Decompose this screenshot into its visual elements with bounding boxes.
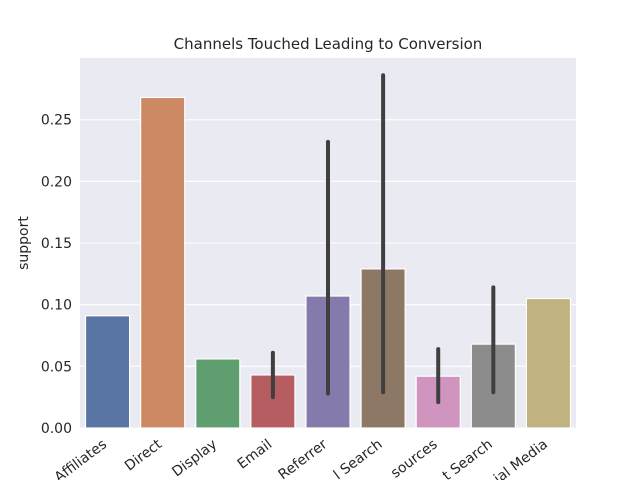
bars — [84, 96, 572, 429]
x-tick-label: l Search — [331, 436, 386, 480]
y-tick-label: 0.00 — [41, 421, 72, 437]
y-tick-label: 0.05 — [41, 359, 72, 375]
x-tick-label: Email — [235, 436, 276, 472]
bar — [140, 96, 186, 429]
x-tick-label: t Search — [440, 436, 496, 480]
x-tick-label: Affiliates — [52, 436, 110, 480]
x-tick-label: sources — [388, 436, 441, 480]
y-axis-label: support — [16, 216, 32, 270]
chart-title: Channels Touched Leading to Conversion — [174, 35, 483, 53]
y-tick-label: 0.10 — [41, 298, 72, 314]
bar — [84, 315, 131, 429]
y-tick-label: 0.15 — [41, 236, 72, 252]
x-tick-labels: Affiliates Direct Display Email Referrer l Se… — [52, 436, 551, 480]
y-tick-label: 0.25 — [41, 113, 72, 129]
x-tick-label: Direct — [122, 436, 166, 474]
x-tick-label: ial Media — [491, 436, 551, 480]
x-tick-label: Display — [169, 436, 220, 480]
bar — [525, 297, 572, 429]
error-bars — [270, 73, 496, 405]
bar — [195, 358, 241, 429]
x-tick-label: Referrer — [276, 436, 331, 480]
y-tick-labels: 0.00 0.05 0.10 0.15 0.20 0.25 — [41, 113, 72, 437]
y-tick-label: 0.20 — [41, 174, 72, 190]
